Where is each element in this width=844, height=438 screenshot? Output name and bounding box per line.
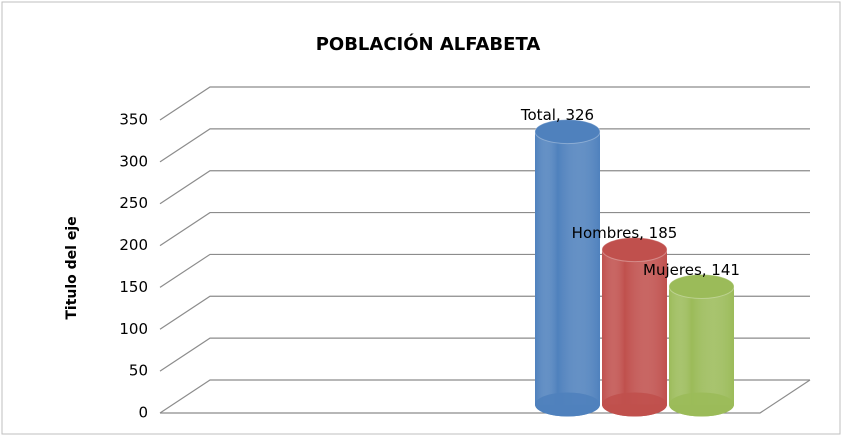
cylinder-base-front — [669, 392, 734, 417]
data-label: Hombres, 185 — [572, 224, 678, 242]
cylinder-shade — [535, 131, 600, 405]
y-tick-label: 250 — [119, 194, 148, 212]
y-tick-label: 350 — [119, 111, 148, 129]
cylinder-shade — [602, 249, 667, 405]
cylinder-base-front — [535, 392, 600, 417]
cylinder-top — [668, 273, 735, 299]
grid-line — [159, 128, 810, 163]
chart-title: POBLACIÓN ALFABETA — [316, 33, 541, 55]
data-label: Total, 326 — [520, 106, 594, 124]
cylinder-base-front — [602, 392, 667, 417]
y-tick-label: 200 — [119, 236, 148, 254]
floor — [160, 379, 811, 414]
y-axis-label: Titulo del eje — [64, 216, 80, 319]
cylinder-top — [534, 119, 601, 145]
grid-line — [159, 86, 810, 121]
grid-line — [159, 211, 810, 247]
y-tick-label: 0 — [138, 404, 148, 422]
y-tick-label: 300 — [119, 152, 148, 170]
data-label: Mujeres, 141 — [643, 261, 740, 279]
cylinder-top — [601, 237, 668, 263]
cylinder — [601, 237, 668, 417]
y-tick-label: 100 — [119, 320, 148, 338]
cylinder — [534, 119, 601, 417]
y-tick-label: 150 — [119, 278, 148, 296]
grid-line — [159, 170, 810, 205]
cylinder — [668, 273, 735, 417]
cylinder-shade — [669, 286, 734, 405]
y-tick-label: 50 — [129, 362, 148, 380]
